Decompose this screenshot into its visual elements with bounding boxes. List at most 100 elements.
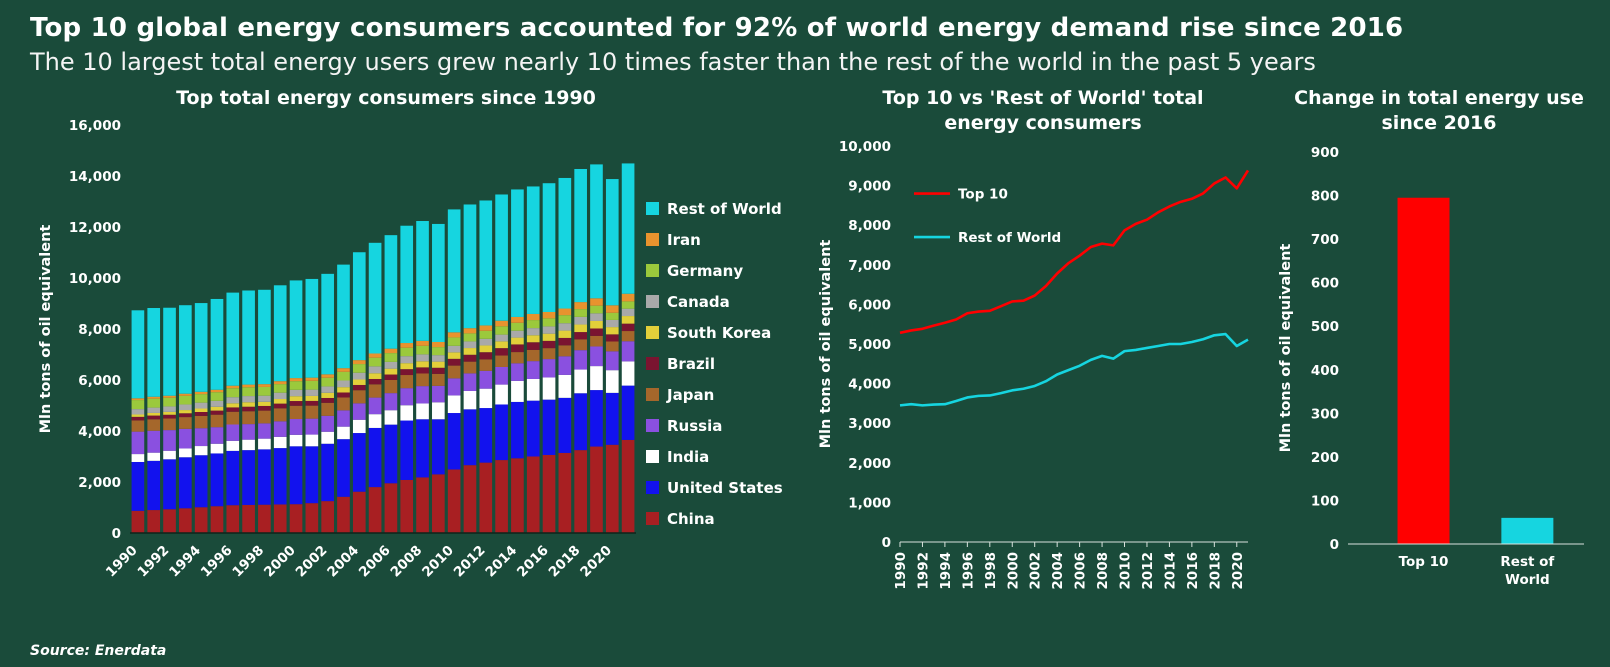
- legend-swatch: [646, 326, 659, 340]
- legend-item: China: [646, 510, 783, 528]
- stacked-bar-chart: 0 2,000 4,000 6,000 8,000 10,000 12,000 14,000 1…: [38, 118, 636, 580]
- svg-text:1990: 1990: [893, 552, 909, 590]
- change-bar-panel: Change in total energy use since 2016 0 1…: [1274, 86, 1604, 617]
- svg-text:900: 900: [1311, 145, 1339, 161]
- svg-text:Mln tons of oil equivalent: Mln tons of oil equivalent: [1278, 243, 1294, 452]
- svg-text:600: 600: [1311, 275, 1339, 291]
- line-chart-title: Top 10 vs 'Rest of World' total energy c…: [882, 87, 1204, 134]
- svg-text:4,000: 4,000: [848, 376, 891, 392]
- svg-text:2014: 2014: [1162, 552, 1178, 590]
- charts-row: Top total energy consumers since 1990 0 2…: [30, 86, 1610, 617]
- svg-text:1992: 1992: [915, 552, 931, 590]
- svg-text:1998: 1998: [229, 542, 267, 580]
- stacked-chart-body: 0 2,000 4,000 6,000 8,000 10,000 12,000 14,000 1…: [30, 111, 812, 617]
- svg-text:2008: 2008: [1095, 552, 1111, 590]
- change-bar-chart: 0 100 200 300 400 500 600 700 800 900 Mln tons of …: [1278, 145, 1584, 588]
- svg-text:0: 0: [882, 535, 891, 551]
- svg-text:2014: 2014: [482, 542, 520, 580]
- svg-text:5,000: 5,000: [848, 337, 891, 353]
- legend-item: Rest of World: [646, 200, 783, 218]
- svg-text:1996: 1996: [960, 552, 976, 590]
- svg-text:1,000: 1,000: [848, 495, 891, 511]
- svg-text:2010: 2010: [1118, 552, 1134, 590]
- svg-text:7,000: 7,000: [848, 257, 891, 273]
- stacked-bar-panel: Top total energy consumers since 1990 0 2…: [30, 86, 812, 617]
- legend-label: United States: [667, 478, 783, 497]
- svg-text:2012: 2012: [451, 542, 489, 580]
- svg-text:6,000: 6,000: [848, 297, 891, 313]
- svg-text:2002: 2002: [293, 542, 331, 580]
- svg-text:1994: 1994: [938, 552, 954, 590]
- svg-text:200: 200: [1311, 450, 1339, 466]
- svg-text:10,000: 10,000: [69, 271, 121, 287]
- svg-text:2018: 2018: [546, 542, 584, 580]
- legend-item: India: [646, 448, 783, 466]
- svg-text:2018: 2018: [1207, 552, 1223, 590]
- source-note: Source: Enerdata: [30, 643, 167, 659]
- legend-swatch: [646, 264, 659, 278]
- svg-text:Rest of World: Rest of World: [958, 230, 1061, 246]
- svg-text:1998: 1998: [983, 552, 999, 590]
- svg-text:1990: 1990: [103, 542, 141, 580]
- svg-text:14,000: 14,000: [69, 169, 121, 185]
- svg-text:100: 100: [1311, 493, 1339, 509]
- svg-text:1992: 1992: [134, 542, 172, 580]
- svg-text:1996: 1996: [198, 542, 236, 580]
- legend-swatch: [646, 419, 659, 433]
- svg-text:2,000: 2,000: [848, 455, 891, 471]
- page-title: Top 10 global energy consumers accounted…: [30, 13, 1404, 43]
- svg-text:Top 10: Top 10: [1399, 554, 1449, 570]
- svg-text:2008: 2008: [387, 542, 425, 580]
- svg-text:8,000: 8,000: [78, 322, 121, 338]
- svg-text:4,000: 4,000: [78, 424, 121, 440]
- line-chart: 0 1,000 2,000 3,000 4,000 5,000 6,000 7,000 8,00…: [818, 139, 1250, 590]
- svg-text:0: 0: [112, 526, 121, 542]
- svg-text:Mln tons of oil equivalent: Mln tons of oil equivalent: [38, 225, 54, 434]
- svg-text:2016: 2016: [514, 542, 552, 580]
- legend-label: Canada: [667, 292, 730, 311]
- svg-text:2020: 2020: [577, 542, 615, 580]
- legend-label: Rest of World: [667, 199, 782, 218]
- legend-label: Brazil: [667, 354, 715, 373]
- legend-item: Russia: [646, 417, 783, 435]
- svg-text:500: 500: [1311, 319, 1339, 335]
- header: Top 10 global energy consumers accounted…: [30, 12, 1610, 76]
- svg-text:700: 700: [1311, 232, 1339, 248]
- legend-swatch: [646, 388, 659, 402]
- svg-text:Mln tons of oil equivalent: Mln tons of oil equivalent: [818, 239, 834, 448]
- svg-text:0: 0: [1330, 537, 1339, 553]
- legend-item: United States: [646, 479, 783, 497]
- svg-text:300: 300: [1311, 406, 1339, 422]
- svg-text:8,000: 8,000: [848, 218, 891, 234]
- stacked-chart-title: Top total energy consumers since 1990: [176, 87, 596, 110]
- legend-label: Germany: [667, 261, 744, 280]
- svg-text:2010: 2010: [419, 542, 457, 580]
- change-chart-title: Change in total energy use since 2016: [1294, 87, 1584, 134]
- legend-item: South Korea: [646, 324, 783, 342]
- page-subtitle: The 10 largest total energy users grew n…: [30, 47, 1316, 76]
- svg-text:2012: 2012: [1140, 552, 1156, 590]
- legend-item: Iran: [646, 231, 783, 249]
- legend-label: Japan: [667, 385, 715, 404]
- svg-text:2004: 2004: [1050, 552, 1066, 590]
- legend-item: Brazil: [646, 355, 783, 373]
- svg-text:800: 800: [1311, 188, 1339, 204]
- legend-label: South Korea: [667, 323, 772, 342]
- legend-label: China: [667, 509, 715, 528]
- svg-text:2006: 2006: [356, 542, 394, 580]
- line-chart-panel: Top 10 vs 'Rest of World' total energy c…: [812, 86, 1274, 617]
- svg-text:16,000: 16,000: [69, 118, 121, 134]
- svg-text:Top 10: Top 10: [958, 186, 1008, 202]
- legend-swatch: [646, 357, 659, 371]
- svg-text:2000: 2000: [261, 542, 299, 580]
- legend-swatch: [646, 450, 659, 464]
- svg-text:6,000: 6,000: [78, 373, 121, 389]
- svg-text:2016: 2016: [1185, 552, 1201, 590]
- svg-text:2,000: 2,000: [78, 475, 121, 491]
- legend-label: India: [667, 447, 710, 466]
- legend-item: Germany: [646, 262, 783, 280]
- svg-text:2002: 2002: [1028, 552, 1044, 590]
- legend-swatch: [646, 481, 659, 495]
